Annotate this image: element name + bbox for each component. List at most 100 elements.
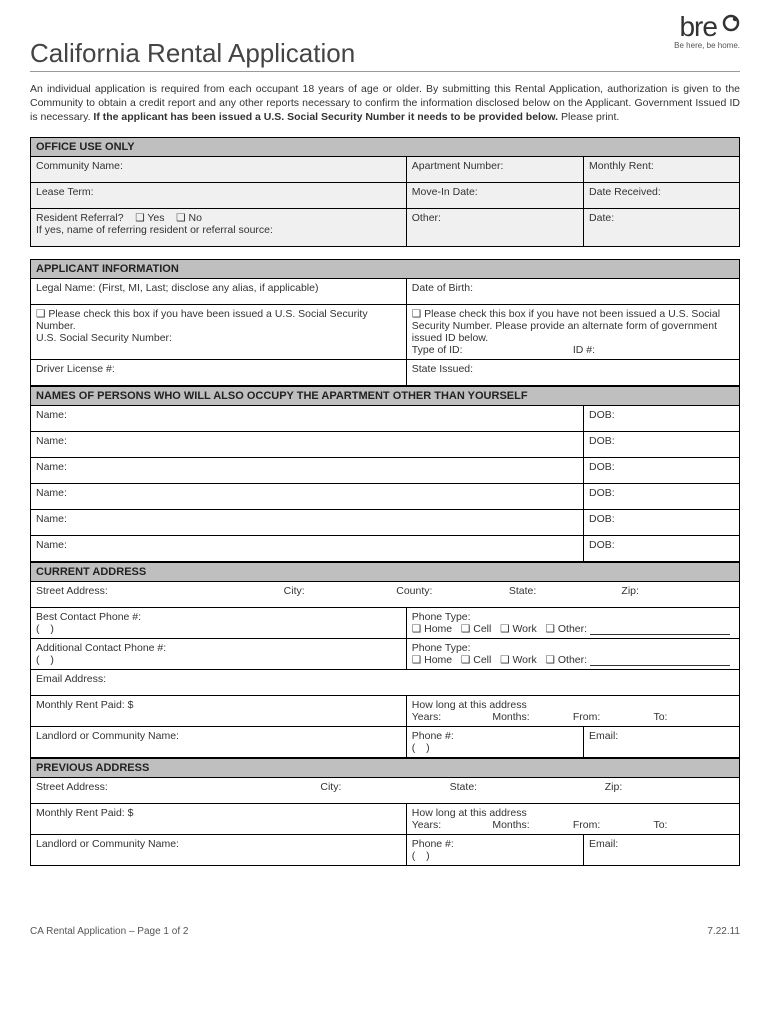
label-addl-phone: Additional Contact Phone #:	[36, 642, 166, 654]
occupant-name-4[interactable]: Name:	[31, 483, 584, 509]
label-prev-months: Months:	[492, 819, 573, 831]
footer: CA Rental Application – Page 1 of 2 7.22…	[30, 926, 740, 937]
occupant-dob-1[interactable]: DOB:	[584, 405, 740, 431]
current-header: CURRENT ADDRESS	[31, 562, 740, 581]
field-community-name[interactable]: Community Name:	[31, 156, 407, 182]
label-best-phone: Best Contact Phone #:	[36, 611, 141, 623]
cb-cell-1[interactable]: Cell	[461, 623, 491, 635]
occupants-table: NAMES OF PERSONS WHO WILL ALSO OCCUPY TH…	[30, 386, 740, 562]
intro-paragraph: An individual application is required fr…	[30, 82, 740, 125]
field-apartment-number[interactable]: Apartment Number:	[406, 156, 583, 182]
ssn-label: U.S. Social Security Number:	[36, 332, 172, 344]
field-prev-landlord-email[interactable]: Email:	[584, 834, 740, 865]
label-years: Years:	[412, 711, 493, 723]
cb-work-2[interactable]: Work	[500, 654, 537, 666]
occupant-name-1[interactable]: Name:	[31, 405, 584, 431]
occupant-dob-6[interactable]: DOB:	[584, 535, 740, 561]
occupant-dob-4[interactable]: DOB:	[584, 483, 740, 509]
field-current-street[interactable]: Street Address: City: County: State: Zip…	[31, 581, 740, 607]
label-prev-from: From:	[573, 819, 654, 831]
field-email[interactable]: Email Address:	[31, 669, 740, 695]
label-how-long: How long at this address	[412, 699, 527, 711]
cb-other-1[interactable]: Other:	[546, 623, 588, 635]
referral-label: Resident Referral?	[36, 212, 124, 224]
field-lease-term[interactable]: Lease Term:	[31, 182, 407, 208]
id-num-label: ID #:	[573, 344, 734, 356]
field-landlord-phone[interactable]: Phone #: ( )	[406, 726, 583, 757]
occupants-header: NAMES OF PERSONS WHO WILL ALSO OCCUPY TH…	[31, 386, 740, 405]
field-addl-phone[interactable]: Additional Contact Phone #: ( )	[31, 638, 407, 669]
label-prev-landlord-phone: Phone #:	[412, 838, 454, 850]
field-dob[interactable]: Date of Birth:	[406, 278, 739, 304]
field-state-issued[interactable]: State Issued:	[406, 359, 739, 385]
field-ssn-none[interactable]: Please check this box if you have not be…	[406, 304, 739, 359]
label-prev-how-long: How long at this address	[412, 807, 527, 819]
phone-paren-3: ( )	[412, 742, 434, 754]
cb-home-1[interactable]: Home	[412, 623, 452, 635]
phone-paren-4: ( )	[412, 850, 434, 862]
checkbox-referral-yes[interactable]: Yes	[135, 212, 164, 224]
field-how-long[interactable]: How long at this address Years: Months: …	[406, 695, 739, 726]
field-other[interactable]: Other:	[406, 208, 583, 246]
field-phone-type-1[interactable]: Phone Type: Home Cell Work Other:	[406, 607, 739, 638]
page-title: California Rental Application	[30, 38, 740, 72]
occupant-name-2[interactable]: Name:	[31, 431, 584, 457]
logo-text: bre	[679, 11, 716, 42]
current-address-table: CURRENT ADDRESS Street Address: City: Co…	[30, 562, 740, 758]
field-movein-date[interactable]: Move-In Date:	[406, 182, 583, 208]
field-prev-rent[interactable]: Monthly Rent Paid: $	[31, 803, 407, 834]
checkbox-referral-no[interactable]: No	[176, 212, 202, 224]
intro-text-2: Please print.	[558, 111, 619, 123]
other-line-1	[590, 625, 730, 635]
logo-tagline: Be here, be home.	[674, 41, 740, 50]
label-from: From:	[573, 711, 654, 723]
cb-cell-2[interactable]: Cell	[461, 654, 491, 666]
field-prev-how-long[interactable]: How long at this address Years: Months: …	[406, 803, 739, 834]
applicant-info-table: APPLICANT INFORMATION Legal Name: (First…	[30, 259, 740, 386]
label-city: City:	[284, 585, 397, 597]
occupant-dob-2[interactable]: DOB:	[584, 431, 740, 457]
label-street: Street Address:	[36, 585, 284, 597]
field-driver-license[interactable]: Driver License #:	[31, 359, 407, 385]
cb-work-1[interactable]: Work	[500, 623, 537, 635]
checkbox-ssn-has[interactable]: Please check this box if you have been i…	[36, 308, 368, 332]
phone-paren-1: ( )	[36, 623, 58, 635]
occupant-name-6[interactable]: Name:	[31, 535, 584, 561]
field-best-phone[interactable]: Best Contact Phone #: ( )	[31, 607, 407, 638]
label-landlord-phone: Phone #:	[412, 730, 454, 742]
type-id-label: Type of ID:	[412, 344, 573, 356]
label-prev-city: City:	[320, 781, 449, 793]
label-prev-street: Street Address:	[36, 781, 320, 793]
field-legal-name[interactable]: Legal Name: (First, MI, Last; disclose a…	[31, 278, 407, 304]
field-prev-landlord[interactable]: Landlord or Community Name:	[31, 834, 407, 865]
label-phone-type-2: Phone Type:	[412, 642, 471, 654]
intro-bold: If the applicant has been issued a U.S. …	[93, 111, 558, 123]
label-prev-state: State:	[450, 781, 605, 793]
office-header: OFFICE USE ONLY	[31, 137, 740, 156]
occupant-dob-5[interactable]: DOB:	[584, 509, 740, 535]
occupant-name-3[interactable]: Name:	[31, 457, 584, 483]
field-resident-referral[interactable]: Resident Referral? Yes No If yes, name o…	[31, 208, 407, 246]
logo: bre Be here, be home.	[674, 14, 740, 50]
label-prev-zip: Zip:	[605, 781, 734, 793]
field-landlord[interactable]: Landlord or Community Name:	[31, 726, 407, 757]
footer-right: 7.22.11	[707, 926, 740, 937]
checkbox-ssn-none[interactable]: Please check this box if you have not be…	[412, 308, 720, 344]
field-prev-street[interactable]: Street Address: City: State: Zip:	[31, 777, 740, 803]
field-monthly-rent-paid[interactable]: Monthly Rent Paid: $	[31, 695, 407, 726]
other-line-2	[590, 656, 730, 666]
cb-other-2[interactable]: Other:	[546, 654, 588, 666]
field-date[interactable]: Date:	[584, 208, 740, 246]
logo-swirl-icon	[722, 14, 740, 35]
field-date-received[interactable]: Date Received:	[584, 182, 740, 208]
field-prev-landlord-phone[interactable]: Phone #: ( )	[406, 834, 583, 865]
field-ssn-has[interactable]: Please check this box if you have been i…	[31, 304, 407, 359]
field-monthly-rent[interactable]: Monthly Rent:	[584, 156, 740, 182]
field-landlord-email[interactable]: Email:	[584, 726, 740, 757]
occupant-dob-3[interactable]: DOB:	[584, 457, 740, 483]
occupant-name-5[interactable]: Name:	[31, 509, 584, 535]
cb-home-2[interactable]: Home	[412, 654, 452, 666]
label-state: State:	[509, 585, 622, 597]
label-to: To:	[653, 711, 734, 723]
field-phone-type-2[interactable]: Phone Type: Home Cell Work Other:	[406, 638, 739, 669]
